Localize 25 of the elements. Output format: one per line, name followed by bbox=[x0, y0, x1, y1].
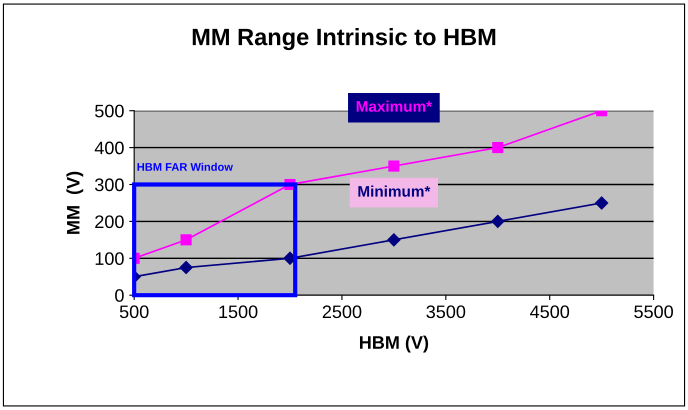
point bbox=[388, 160, 400, 172]
point bbox=[491, 214, 504, 228]
point bbox=[492, 142, 504, 154]
text: Maximum* bbox=[356, 100, 432, 112]
y-tick-label: 300 bbox=[95, 178, 124, 192]
point bbox=[387, 233, 400, 246]
x-axis-title: HBM (V) bbox=[360, 336, 428, 352]
point bbox=[595, 196, 608, 210]
text: Minimum* bbox=[358, 186, 430, 197]
y-tick-label: 0 bbox=[115, 289, 124, 302]
x-tick-label: 4500 bbox=[530, 305, 570, 318]
annotation: HBM FAR Window bbox=[138, 162, 233, 171]
point bbox=[180, 260, 193, 274]
y-axis-title: MM (V) bbox=[66, 172, 84, 234]
y-tick-label: 400 bbox=[94, 142, 124, 154]
chart-title: MM Range Intrinsic to HBM bbox=[192, 28, 496, 50]
y-tick-label: 100 bbox=[96, 252, 124, 266]
x-tick-label: 500 bbox=[120, 305, 149, 318]
y-tick-label: 500 bbox=[95, 104, 124, 118]
x-tick-label: 2500 bbox=[322, 305, 362, 318]
y-tick-label: 200 bbox=[95, 215, 124, 228]
x-tick-label: 5500 bbox=[634, 305, 673, 318]
x-tick-label: 1500 bbox=[219, 305, 258, 318]
point bbox=[180, 234, 192, 246]
x-tick-label: 3500 bbox=[426, 305, 466, 318]
